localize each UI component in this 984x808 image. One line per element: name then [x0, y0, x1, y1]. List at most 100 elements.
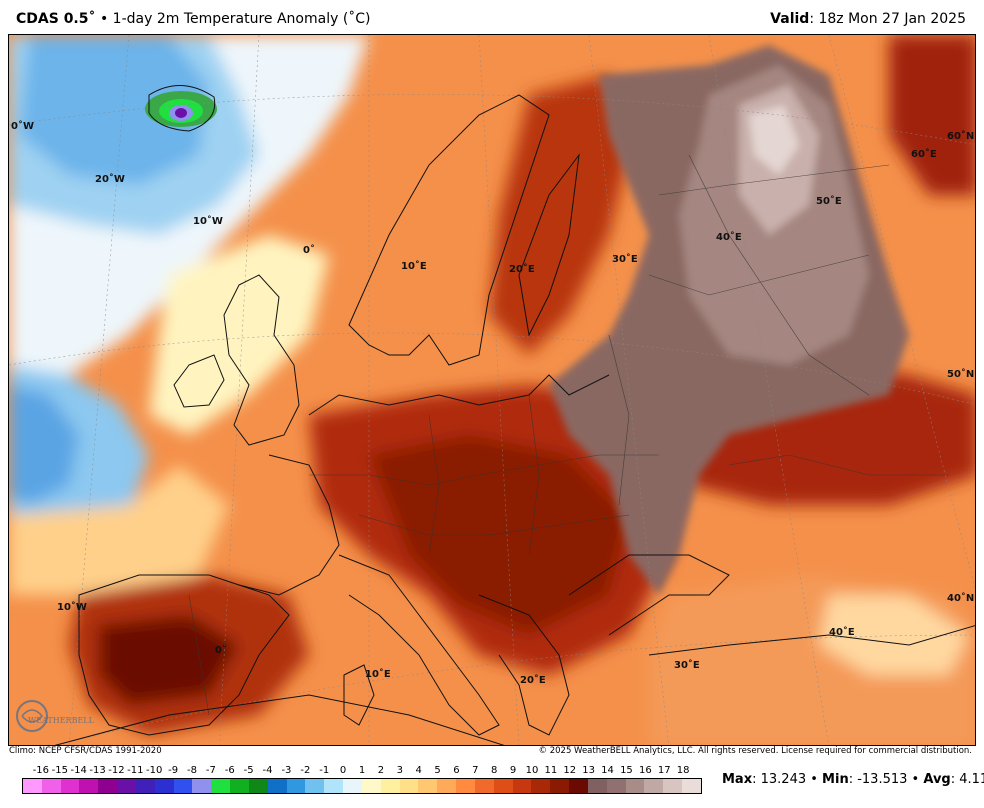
legend-swatch [456, 779, 475, 793]
lon-label: 0˚W [11, 120, 34, 132]
lon-label: 20˚W [95, 173, 125, 185]
valid-value: : 18z Mon 27 Jan 2025 [809, 11, 966, 27]
copyright-note: © 2025 WeatherBELL Analytics, LLC. All r… [538, 746, 972, 756]
legend-swatch [230, 779, 249, 793]
valid-time: Valid: 18z Mon 27 Jan 2025 [770, 11, 966, 27]
legend-tick-label: -6 [224, 765, 235, 776]
legend-tick-label: -10 [146, 765, 163, 776]
legend-tick-label: 1 [358, 765, 366, 776]
legend-swatch [79, 779, 99, 793]
lon-label: 30˚E [674, 659, 700, 671]
legend-swatch [41, 779, 61, 793]
legend-tick-label: 11 [544, 765, 558, 776]
lon-label: 10˚W [57, 601, 87, 613]
legend-swatch [324, 779, 344, 793]
legend-tick-label: 16 [638, 765, 652, 776]
min-value: : -13.513 [848, 772, 908, 787]
legend-swatch [267, 779, 287, 793]
legend-swatch [192, 779, 212, 793]
legend-tick-label: -4 [262, 765, 273, 776]
legend-tick-label: 7 [472, 765, 479, 776]
legend-swatch [644, 779, 664, 793]
legend-tick-label: 8 [491, 765, 498, 776]
legend-tick-label: 0 [339, 765, 347, 776]
weatherbell-logo: WEATHERBELL [14, 696, 96, 738]
lon-label: 20˚E [520, 674, 546, 686]
legend-tick-label: 17 [657, 765, 671, 776]
map-canvas: 0˚W 20˚W 10˚W 0˚ 10˚E 20˚E 30˚E 40˚E 50˚… [9, 35, 975, 745]
borders [188, 154, 949, 716]
legend-swatch [23, 779, 42, 793]
lat-label: 60˚N [947, 130, 974, 142]
logo-text: WEATHERBELL [28, 716, 95, 725]
lon-label: 0˚ [303, 244, 315, 256]
legend-swatch [60, 779, 80, 793]
legend-tick-label: 5 [434, 765, 441, 776]
legend-tick-label: -12 [108, 765, 125, 776]
legend-swatch [248, 779, 268, 793]
legend-swatch [154, 779, 174, 793]
legend-tick-label: 9 [509, 765, 517, 776]
title-separator: • [99, 11, 109, 27]
legend-tick-label: 3 [396, 765, 403, 776]
legend-tick-label: -3 [281, 765, 292, 776]
lon-label: 0˚ [215, 644, 227, 656]
legend-swatch [512, 779, 532, 793]
legend-swatch [343, 779, 362, 793]
iceland-cold-spot [145, 91, 217, 127]
lon-label: 60˚E [911, 148, 937, 160]
legend-tick-label: 18 [676, 765, 690, 776]
legend-swatch [98, 779, 118, 793]
max-label: Max [722, 772, 753, 787]
legend-tick-label: 2 [377, 765, 385, 776]
product-name: 1-day 2m Temperature Anomaly (˚C) [112, 11, 371, 27]
legend-tick-label: 13 [582, 765, 596, 776]
legend-swatch [681, 779, 701, 793]
valid-label: Valid [770, 11, 810, 27]
legend-swatch [173, 779, 193, 793]
lon-label: 10˚E [401, 260, 427, 272]
legend-tick-labels: -16 -15 -14 -13 -12 -11 -10 -9 -8 -7 -6 -5 -4 -3 -2 -1 0… [22, 765, 702, 777]
header: CDAS 0.5˚ • 1-day 2m Temperature Anomaly… [0, 0, 984, 34]
map-title: CDAS 0.5˚ • 1-day 2m Temperature Anomaly… [16, 11, 371, 27]
legend-swatch [135, 779, 155, 793]
avg-value: : 4.117 [950, 772, 984, 787]
legend-swatch [531, 779, 551, 793]
model-name: CDAS 0.5˚ [16, 11, 96, 27]
anomaly-map[interactable]: 0˚W 20˚W 10˚W 0˚ 10˚E 20˚E 30˚E 40˚E 50˚… [8, 34, 976, 746]
legend-tick-label: -11 [127, 765, 144, 776]
legend-swatch [587, 779, 607, 793]
lon-label: 40˚E [716, 231, 742, 243]
lon-label: 10˚W [193, 215, 223, 227]
legend-swatch [493, 779, 513, 793]
legend-swatch [361, 779, 381, 793]
anomaly-shading [9, 35, 975, 745]
legend-swatch [380, 779, 400, 793]
geo-labels: 0˚W 20˚W 10˚W 0˚ 10˚E 20˚E 30˚E 40˚E 50˚… [11, 120, 974, 686]
legend-swatch [211, 779, 231, 793]
legend-tick-label: -14 [70, 765, 87, 776]
legend-swatch [474, 779, 494, 793]
legend-swatch [625, 779, 645, 793]
legend-tick-label: -2 [300, 765, 311, 776]
legend-tick-label: -7 [205, 765, 216, 776]
climo-note: Climo: NCEP CFSR/CDAS 1991-2020 [9, 746, 162, 756]
legend-tick-label: 6 [453, 765, 460, 776]
legend-swatch [606, 779, 626, 793]
legend-swatch [437, 779, 457, 793]
legend-tick-label: -9 [168, 765, 179, 776]
legend-swatch [569, 779, 588, 793]
legend-swatch [399, 779, 419, 793]
legend-tick-label: 10 [525, 765, 539, 776]
lon-label: 40˚E [829, 626, 855, 638]
color-legend [22, 778, 702, 794]
legend-swatch [418, 779, 438, 793]
legend-swatch [305, 779, 325, 793]
legend-swatch [550, 779, 570, 793]
legend-swatch [663, 779, 682, 793]
legend-swatch [117, 779, 136, 793]
coastlines [54, 85, 975, 745]
lon-label: 20˚E [509, 263, 535, 275]
legend-tick-label: 15 [620, 765, 633, 776]
legend-tick-label: -15 [51, 765, 68, 776]
